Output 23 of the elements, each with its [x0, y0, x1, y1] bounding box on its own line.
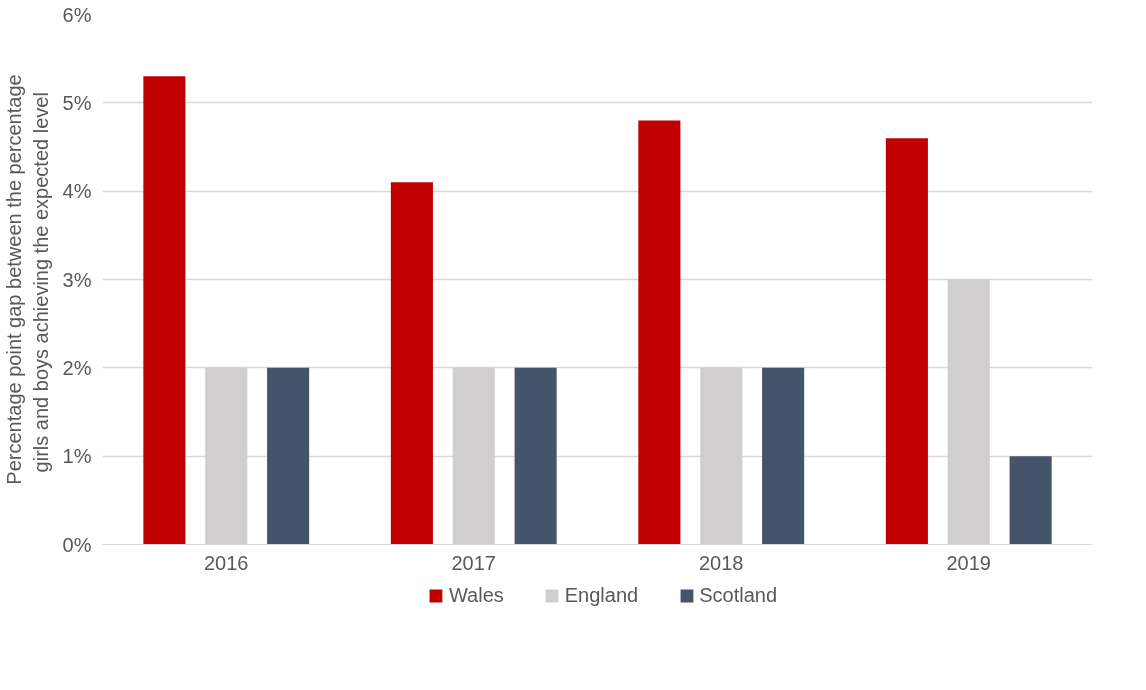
y-tick-label: 4%	[62, 180, 92, 203]
bar	[638, 120, 681, 545]
y-tick-label: 0%	[62, 533, 92, 556]
y-tick-label: 6%	[62, 3, 92, 26]
legend-label: Scotland	[699, 583, 778, 607]
bar	[143, 76, 186, 545]
legend-label: Wales	[448, 583, 504, 607]
x-tick-label: 2019	[946, 551, 991, 574]
y-tick-label: 3%	[62, 268, 92, 291]
bar	[390, 182, 433, 545]
bar	[267, 367, 310, 545]
y-tick-label: 5%	[62, 91, 92, 114]
x-tick-label: 2018	[699, 551, 744, 574]
legend-label: England	[564, 583, 639, 607]
bar	[1009, 456, 1052, 545]
bar	[762, 367, 805, 545]
y-tick-label: 2%	[62, 356, 92, 379]
bar	[885, 138, 928, 545]
y-tick-label: 1%	[62, 445, 92, 468]
bar	[514, 367, 557, 545]
x-tick-label: 2017	[451, 551, 496, 574]
y-axis-title: Percentage point gap between the percentage girls and boys achieving the expected level	[3, 74, 52, 485]
x-tick-label: 2016	[204, 551, 249, 574]
